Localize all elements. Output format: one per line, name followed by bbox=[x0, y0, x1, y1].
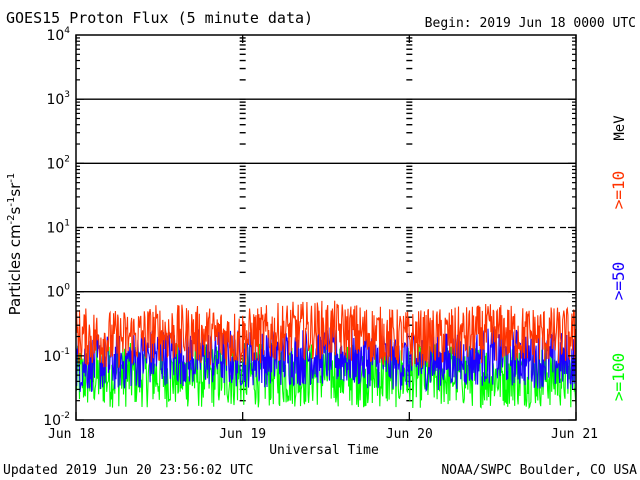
x-tick-label: Jun 21 bbox=[551, 427, 598, 442]
series-line-ge10 bbox=[75, 300, 577, 368]
y-label-s: s bbox=[6, 206, 24, 214]
updated-timestamp: Updated 2019 Jun 20 23:56:02 UTC bbox=[3, 463, 253, 478]
y-label-exp1: -2 bbox=[6, 214, 17, 224]
y-tick-labels: 104 103 102 101 100 10-1 10-2 bbox=[43, 26, 70, 429]
y-label-exp2: -1 bbox=[6, 197, 17, 207]
legend-unit-mev: MeV bbox=[612, 115, 628, 141]
x-tick-label: Jun 19 bbox=[219, 427, 266, 442]
x-tick-labels: Jun 18 Jun 19 Jun 20 Jun 21 bbox=[48, 427, 598, 442]
y-label-exp3: -1 bbox=[6, 173, 17, 183]
chart-title: GOES15 Proton Flux (5 minute data) bbox=[6, 9, 313, 27]
legend-ge100: >=100 bbox=[609, 353, 628, 401]
y-label-base: Particles cm bbox=[6, 224, 24, 315]
x-axis-label: Universal Time bbox=[269, 443, 379, 458]
y-tick-label: 103 bbox=[46, 90, 70, 108]
y-axis-label: Particles cm-2s-1sr-1 bbox=[6, 173, 24, 316]
begin-time-label: Begin: 2019 Jun 18 0000 UTC bbox=[425, 16, 636, 31]
y-tick-label: 10-2 bbox=[43, 411, 70, 429]
legend-ge10: >=10 bbox=[609, 171, 628, 210]
x-tick-label: Jun 20 bbox=[386, 427, 433, 442]
y-label-sr: sr bbox=[6, 182, 24, 197]
legend-ge50: >=50 bbox=[609, 262, 628, 301]
y-tick-label: 104 bbox=[46, 26, 70, 44]
plot-frame bbox=[75, 34, 577, 421]
y-tick-label: 10-1 bbox=[43, 347, 70, 365]
credit-label: NOAA/SWPC Boulder, CO USA bbox=[441, 463, 637, 478]
y-tick-label: 101 bbox=[46, 219, 70, 237]
x-tick-label: Jun 18 bbox=[48, 427, 95, 442]
series-layer bbox=[75, 300, 577, 410]
y-tick-label: 100 bbox=[46, 283, 70, 301]
y-tick-label: 102 bbox=[46, 154, 70, 172]
